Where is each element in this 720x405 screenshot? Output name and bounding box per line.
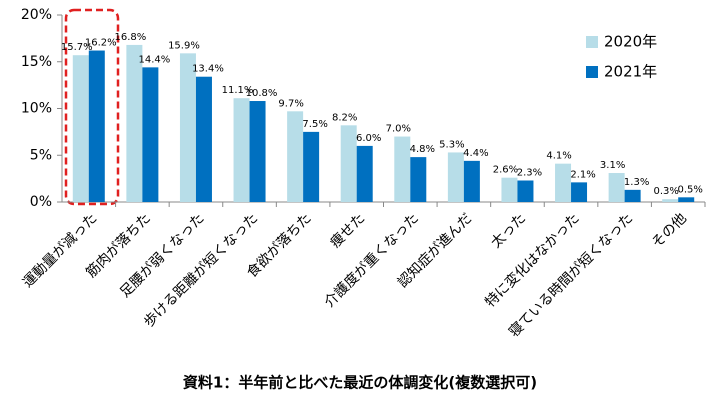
bar <box>394 136 411 202</box>
bar <box>233 98 250 202</box>
bar <box>195 76 212 202</box>
value-label: 8.2% <box>332 112 357 123</box>
value-label: 6.0% <box>356 133 381 144</box>
bar <box>608 173 625 202</box>
bar <box>447 152 464 202</box>
bar <box>501 177 518 202</box>
value-label: 9.7% <box>278 98 303 109</box>
bar <box>287 111 304 202</box>
bar <box>179 53 196 203</box>
value-label: 16.2% <box>85 38 117 49</box>
y-tick-label: 20% <box>21 7 52 23</box>
value-label: 5.3% <box>439 139 464 150</box>
bar <box>410 157 427 202</box>
bar <box>88 50 105 202</box>
value-label: 11.1% <box>222 85 254 96</box>
bar <box>555 163 572 202</box>
y-tick-label: 5% <box>30 147 52 163</box>
legend-swatch <box>586 66 598 78</box>
value-label: 14.4% <box>138 54 170 65</box>
bar <box>249 101 266 202</box>
bar <box>126 44 143 202</box>
bar <box>662 199 679 202</box>
bar <box>463 160 480 202</box>
value-label: 4.4% <box>463 148 488 159</box>
value-label: 7.0% <box>386 124 411 135</box>
bar <box>340 125 357 202</box>
value-label: 13.4% <box>192 64 224 75</box>
bar <box>678 197 695 202</box>
value-label: 4.1% <box>546 151 571 162</box>
value-label: 7.5% <box>302 119 327 130</box>
value-label: 15.9% <box>168 40 200 51</box>
y-tick-label: 15% <box>21 54 52 70</box>
value-label: 2.1% <box>570 169 595 180</box>
bar <box>142 67 159 202</box>
value-label: 4.8% <box>410 144 435 155</box>
value-label: 16.8% <box>114 32 146 43</box>
caption: 資料1：半年前と比べた最近の体調変化(複数選択可) <box>183 374 537 392</box>
legend-label: 2020年 <box>604 33 657 51</box>
bar <box>303 131 320 202</box>
value-label: 10.8% <box>246 88 278 99</box>
value-label: 15.7% <box>61 42 93 53</box>
legend-swatch <box>586 36 598 48</box>
value-label: 3.1% <box>600 160 625 171</box>
value-label: 0.5% <box>678 184 703 195</box>
y-tick-label: 0% <box>30 194 52 210</box>
bar <box>624 189 641 202</box>
value-label: 1.3% <box>624 177 649 188</box>
legend-label: 2021年 <box>604 63 657 81</box>
bar <box>571 182 588 202</box>
highlight-box <box>64 8 120 206</box>
value-label: 2.3% <box>517 167 542 178</box>
bar <box>72 55 89 202</box>
bar <box>356 145 373 202</box>
bar <box>517 180 534 202</box>
value-label: 2.6% <box>493 165 518 176</box>
y-tick-label: 10% <box>21 101 52 117</box>
value-label: 0.3% <box>654 186 679 197</box>
